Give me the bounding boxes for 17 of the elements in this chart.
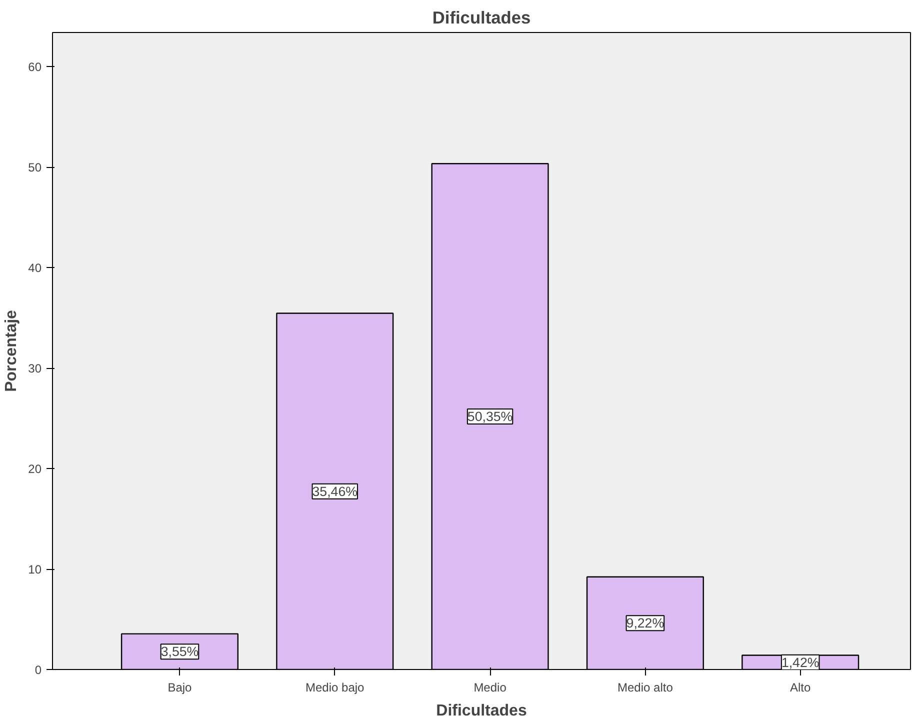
chart-title: Dificultades [432, 8, 531, 28]
x-tick-label: Alto [790, 680, 812, 694]
x-tick-label: Medio bajo [306, 680, 365, 694]
x-tick-label: Medio [474, 680, 507, 694]
y-tick-label: 40 [28, 261, 42, 276]
y-tick-label: 60 [28, 60, 42, 74]
x-tick-label: Bajo [168, 680, 192, 694]
y-tick-label: 30 [28, 362, 42, 376]
x-tick-label: Medio alto [618, 680, 674, 694]
data-label: 50,35% [467, 409, 513, 424]
data-label: 3,55% [160, 644, 199, 660]
y-tick-label: 10 [28, 562, 42, 577]
y-tick-label: 0 [34, 663, 42, 677]
y-axis-title: Porcentaje [3, 310, 20, 392]
y-tick-label: 20 [28, 462, 42, 476]
y-tick-label: 50 [28, 160, 42, 175]
x-axis-title: Dificultades [436, 702, 527, 720]
